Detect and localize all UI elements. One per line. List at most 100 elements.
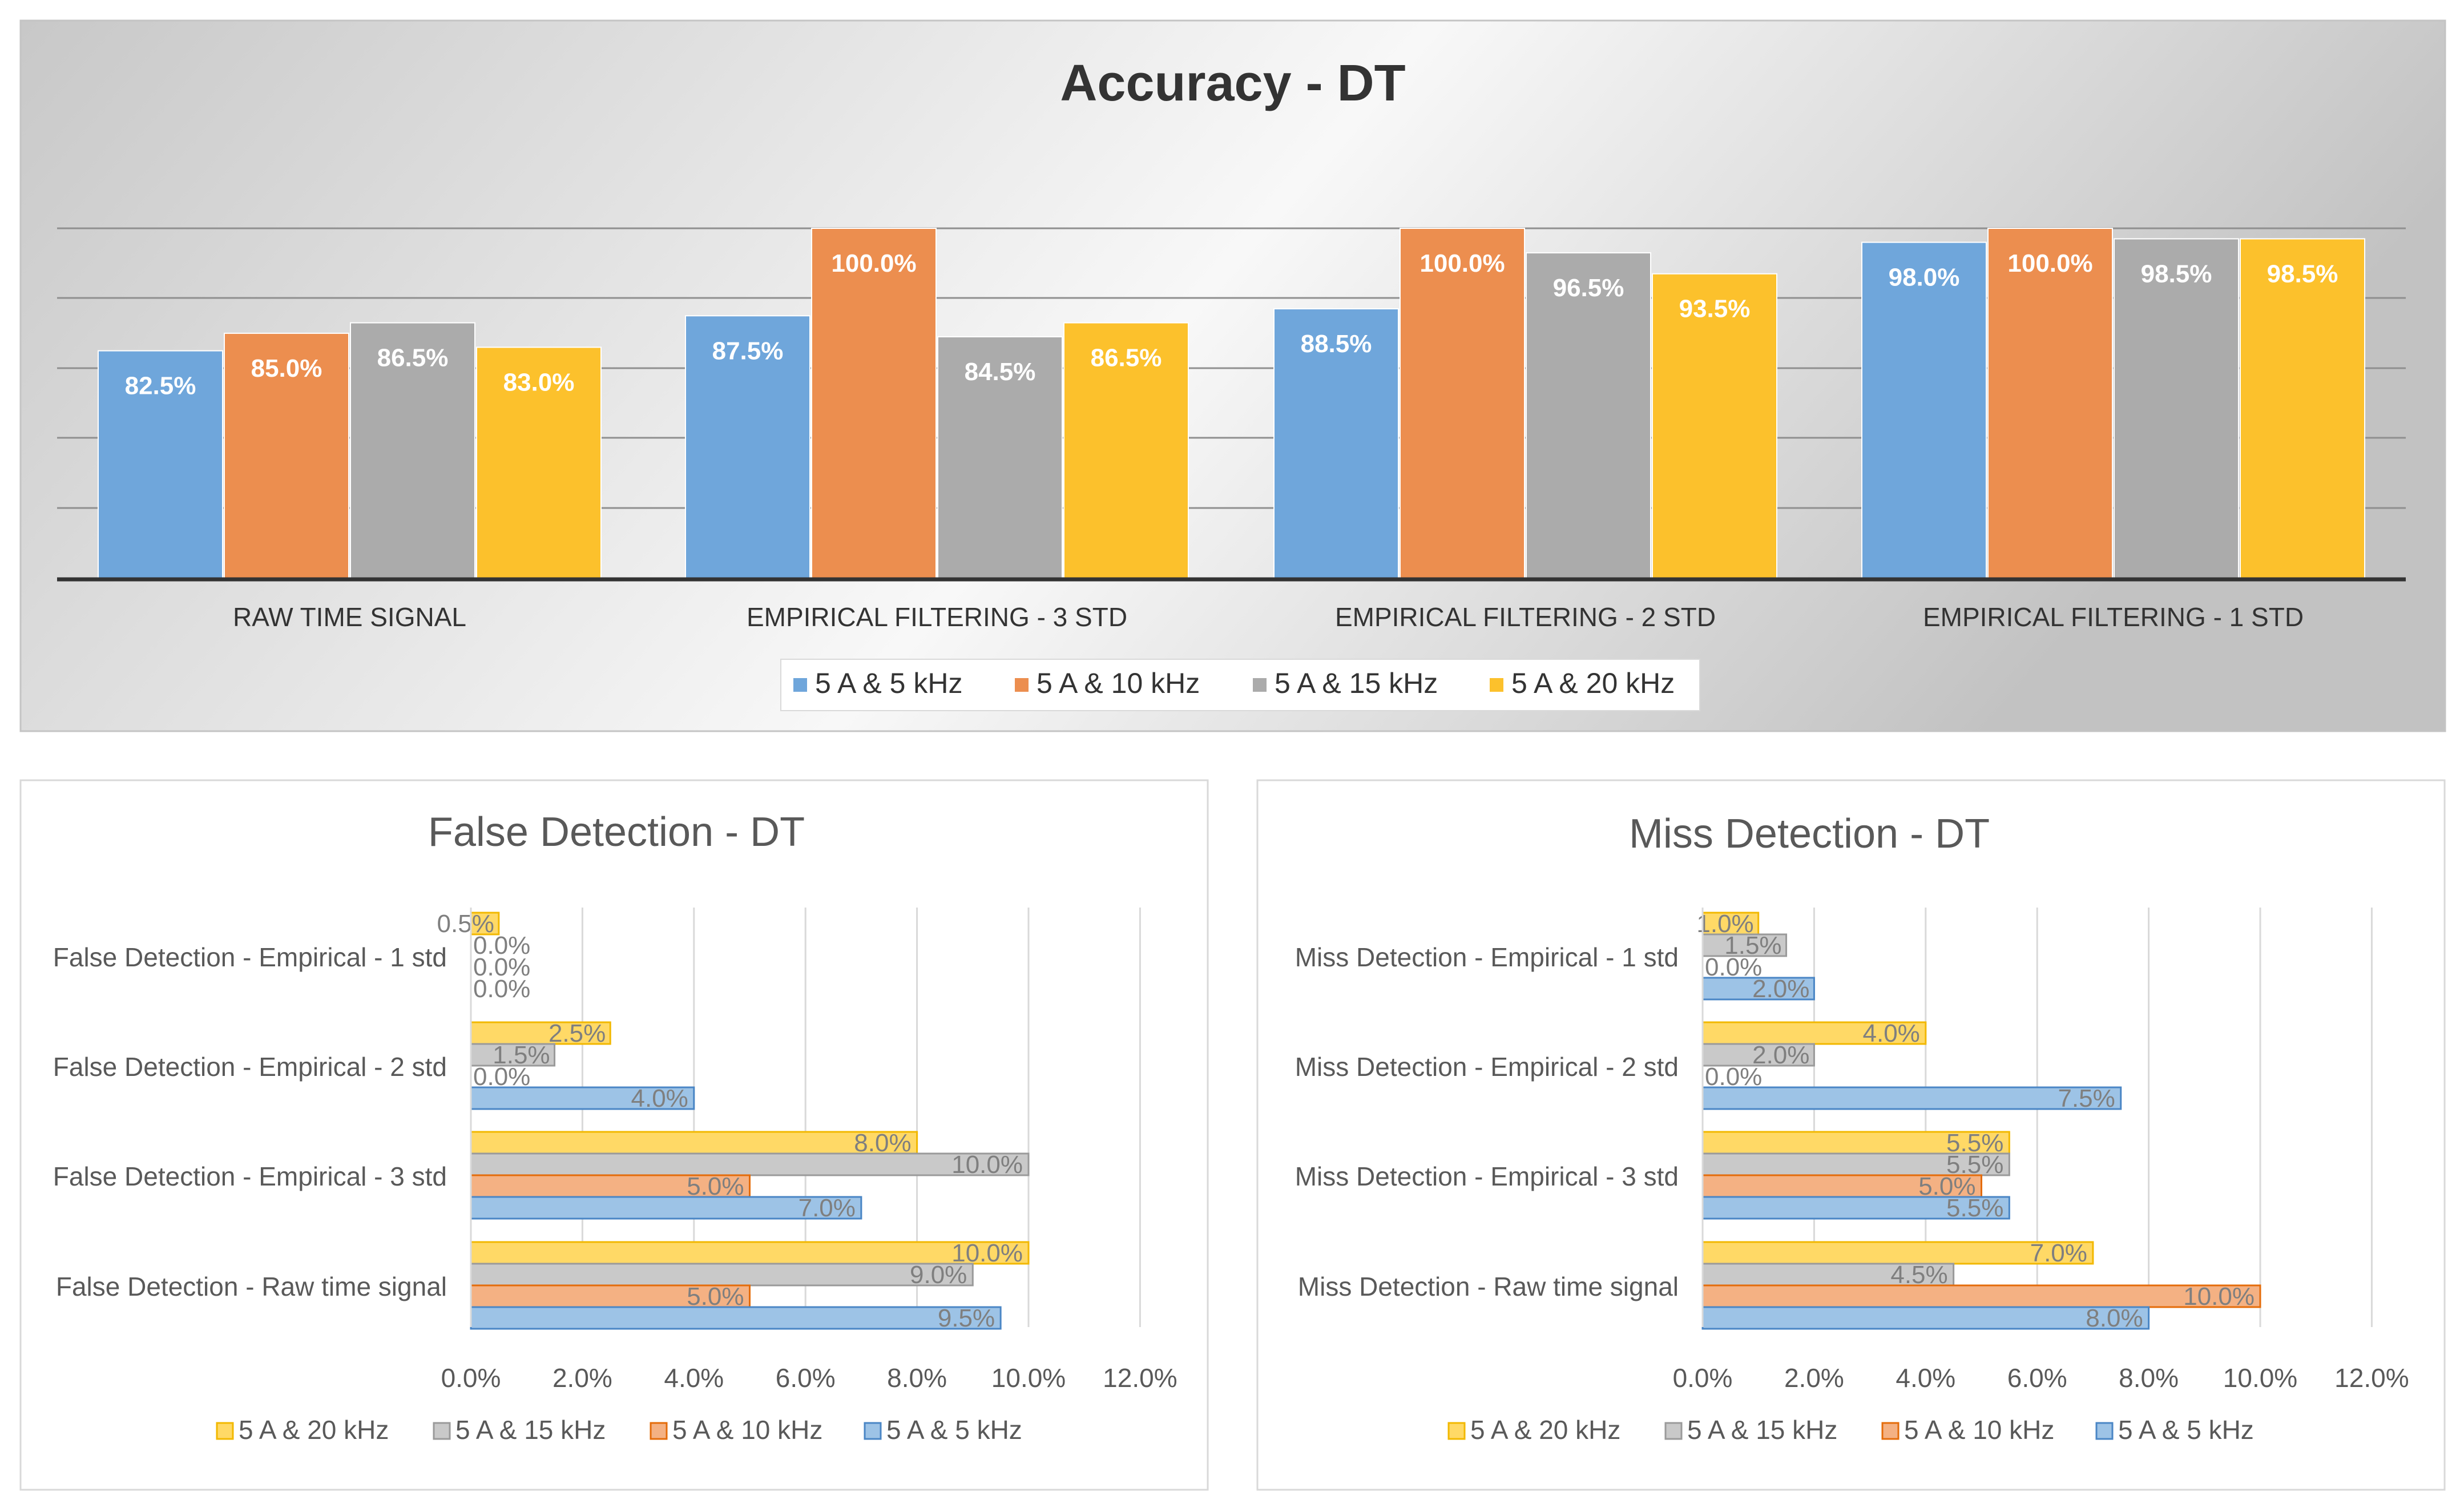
accuracy-category-labels: RAW TIME SIGNAL EMPIRICAL FILTERING - 3 S…: [233, 602, 2304, 632]
accuracy-bar: [1652, 273, 1777, 579]
false-detection-data-label: 0.5%: [437, 910, 494, 938]
miss-detection-legend-swatch: [1664, 1422, 1683, 1440]
accuracy-bar: [1987, 228, 2113, 579]
miss-detection-bar: [1701, 1196, 2010, 1220]
miss-detection-x-tick-label: 0.0%: [1673, 1363, 1733, 1393]
false-detection-category-label: False Detection - Empirical - 3 std: [53, 1162, 447, 1191]
accuracy-legend: [780, 659, 1700, 711]
accuracy-bar: [937, 336, 1063, 579]
false-detection-category-label: False Detection - Empirical - 1 std: [53, 942, 447, 972]
accuracy-legend-swatch: [1015, 678, 1029, 692]
accuracy-bar: [476, 346, 602, 579]
false-detection-category-label: False Detection - Empirical - 2 std: [53, 1052, 447, 1082]
miss-detection-data-label: 10.0%: [2183, 1283, 2255, 1311]
false-detection-data-label: 0.0%: [473, 953, 530, 981]
accuracy-data-label: 85.0%: [251, 354, 322, 382]
miss-detection-bar: [1701, 1152, 2010, 1176]
accuracy-data-label: 98.5%: [2141, 260, 2212, 288]
accuracy-data-label: 100.0%: [1419, 249, 1505, 277]
false-detection-chart-title: False Detection - DT: [428, 809, 805, 855]
miss-detection-data-label: 2.0%: [1752, 975, 1809, 1003]
false-detection-bar: [470, 1263, 974, 1287]
accuracy-bar: [1273, 308, 1399, 579]
false-detection-data-label: 8.0%: [854, 1129, 911, 1157]
miss-detection-category-label: Miss Detection - Empirical - 1 std: [1295, 942, 1679, 972]
false-detection-legend-label: 5 A & 5 kHz: [886, 1415, 1022, 1445]
miss-detection-data-label: 4.5%: [1890, 1261, 1947, 1289]
accuracy-legend-swatch: [1490, 678, 1503, 692]
accuracy-bar: [2240, 238, 2365, 579]
false-detection-x-tick-label: 4.0%: [664, 1363, 724, 1393]
accuracy-bar: [350, 322, 475, 579]
false-detection-data-label: 9.0%: [910, 1261, 967, 1289]
accuracy-category-label: EMPIRICAL FILTERING - 3 STD: [747, 602, 1127, 632]
miss-detection-category-label: Miss Detection - Empirical - 3 std: [1295, 1162, 1679, 1191]
false-detection-data-label: 10.0%: [951, 1239, 1023, 1267]
false-detection-category-label: False Detection - Raw time signal: [56, 1272, 447, 1301]
miss-detection-data-label: 1.0%: [1696, 910, 1753, 938]
false-detection-bar: [470, 1043, 556, 1067]
miss-detection-data-label: 5.5%: [1946, 1151, 2003, 1179]
false-detection-plot: 0.0% 2.0% 4.0% 6.0% 8.0% 10.0% 12.0% False Dete…: [53, 908, 1177, 1445]
accuracy-legend-label: 5 A & 10 kHz: [1037, 667, 1200, 699]
miss-detection-data-label: 5.0%: [1918, 1172, 1975, 1200]
miss-detection-data-label: 7.0%: [2030, 1239, 2087, 1267]
false-detection-x-tick-label: 0.0%: [441, 1363, 501, 1393]
accuracy-data-label: 88.5%: [1301, 330, 1372, 358]
accuracy-data-label: 98.0%: [1889, 264, 1960, 292]
miss-detection-legend-swatch: [1447, 1422, 1466, 1440]
accuracy-bar: [811, 228, 937, 579]
false-detection-bar: [470, 912, 500, 936]
false-detection-legend-swatch: [650, 1422, 668, 1440]
accuracy-chart-title: Accuracy - DT: [1060, 55, 1405, 112]
miss-detection-data-label: 5.5%: [1946, 1194, 2003, 1222]
miss-detection-bar: [1701, 933, 1788, 957]
miss-detection-x-tick-label: 4.0%: [1896, 1363, 1955, 1393]
miss-detection-legend-swatch: [2095, 1422, 2114, 1440]
false-detection-x-tick-label: 12.0%: [1103, 1363, 1177, 1393]
miss-detection-data-label: 0.0%: [1705, 953, 1762, 981]
accuracy-data-label: 100.0%: [831, 249, 916, 277]
accuracy-bar: [1063, 322, 1189, 579]
false-detection-bar: [470, 1131, 918, 1155]
false-detection-data-label: 0.0%: [473, 932, 530, 959]
accuracy-data-label: 93.5%: [1679, 295, 1751, 323]
false-detection-chart: False Detection - DT 0.0% 2.0% 4.0% 6.0% 8.0…: [19, 779, 1209, 1491]
accuracy-bar: [98, 350, 223, 579]
false-detection-x-tick-label: 10.0%: [991, 1363, 1066, 1393]
accuracy-legend-label: 5 A & 5 kHz: [815, 667, 962, 699]
miss-detection-bar: [1701, 1086, 2122, 1110]
miss-detection-bar: [1701, 1306, 2150, 1330]
accuracy-data-label: 86.5%: [377, 344, 449, 372]
false-detection-x-tick-label: 2.0%: [553, 1363, 612, 1393]
false-detection-data-label: 5.0%: [687, 1172, 744, 1200]
false-detection-bar: [470, 1152, 1030, 1176]
miss-detection-data-label: 5.5%: [1946, 1129, 2003, 1157]
accuracy-legend-swatch: [1253, 678, 1267, 692]
accuracy-data-label: 98.5%: [2267, 260, 2338, 288]
accuracy-legend-label: 5 A & 15 kHz: [1275, 667, 1438, 699]
accuracy-bar: [685, 315, 810, 579]
accuracy-data-label: 82.5%: [125, 372, 196, 400]
accuracy-data-label: 86.5%: [1091, 344, 1162, 372]
false-detection-bar: [470, 1306, 1002, 1330]
false-detection-legend-label: 5 A & 10 kHz: [672, 1415, 822, 1445]
accuracy-data-label: 83.0%: [503, 368, 575, 396]
false-detection-data-label: 5.0%: [687, 1283, 744, 1311]
miss-detection-bar: [1701, 1263, 1955, 1287]
accuracy-category-label: RAW TIME SIGNAL: [233, 602, 466, 632]
miss-detection-x-tick-label: 12.0%: [2334, 1363, 2409, 1393]
false-detection-legend-label: 5 A & 15 kHz: [455, 1415, 606, 1445]
miss-detection-chart-title: Miss Detection - DT: [1629, 811, 1990, 857]
miss-detection-bar: [1701, 1043, 1815, 1067]
false-detection-data-label: 4.0%: [631, 1084, 688, 1112]
false-detection-legend-swatch: [864, 1422, 882, 1440]
accuracy-category-label: EMPIRICAL FILTERING - 1 STD: [1923, 602, 2304, 632]
accuracy-chart: Accuracy - DT 82.5% 87.5% 88.5% 98.0% 85.0% 1…: [19, 19, 2446, 732]
false-detection-data-label: 7.0%: [799, 1194, 856, 1222]
miss-detection-category-label: Miss Detection - Raw time signal: [1298, 1272, 1679, 1301]
accuracy-legend-items: 5 A & 5 kHz 5 A & 10 kHz 5 A & 15 kHz 5 A &…: [793, 667, 1675, 699]
false-detection-data-label: 1.5%: [493, 1041, 550, 1069]
false-detection-data-label: 0.0%: [473, 975, 530, 1003]
